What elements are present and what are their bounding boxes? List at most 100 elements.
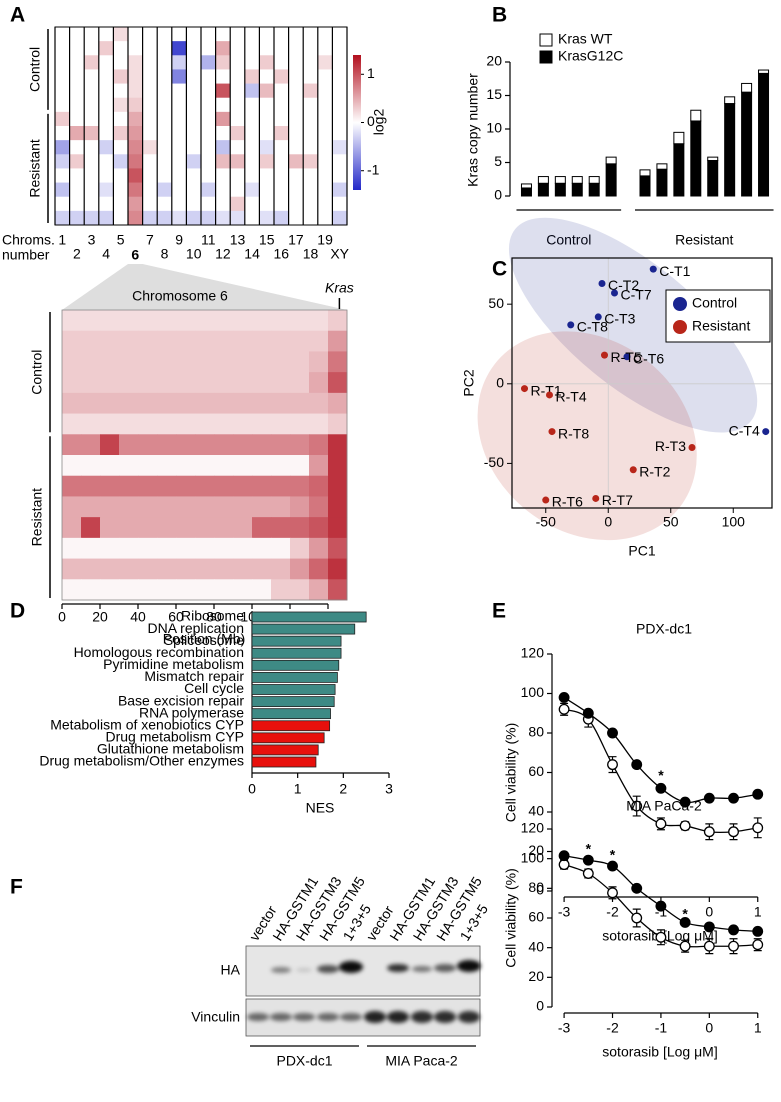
point: [558, 692, 570, 703]
track-cell: [176, 392, 196, 414]
track-cell: [252, 517, 272, 539]
track-cell: [328, 310, 348, 332]
point: [728, 792, 739, 804]
track-cell: [309, 392, 329, 414]
point: [607, 759, 618, 771]
point: [679, 940, 691, 952]
band: [434, 964, 456, 972]
chromosome-label: XY: [330, 246, 349, 262]
panel-label: A: [10, 4, 25, 27]
track-cell: [271, 434, 291, 456]
heatmap-cell: [303, 111, 319, 127]
colorbar-tick-label: -1: [367, 161, 380, 177]
bar: [251, 708, 331, 720]
x-tick-label: 1: [754, 904, 762, 920]
heatmap-cell: [303, 126, 319, 141]
heatmap-cell: [259, 210, 275, 226]
x-tick-label: 0: [705, 1020, 713, 1036]
bar-segment: [724, 103, 736, 197]
heatmap-cell: [215, 126, 231, 141]
track-cell: [157, 434, 177, 456]
heatmap-cell: [142, 168, 158, 183]
bar-segment: [554, 176, 566, 184]
track-cell: [233, 351, 253, 373]
heatmap-cell: [303, 210, 319, 226]
heatmap-cell: [201, 126, 216, 141]
bar-segment: [537, 182, 549, 197]
heatmap-cell: [69, 111, 85, 127]
track-cell: [138, 517, 158, 539]
y-tick-label: -50: [484, 454, 504, 470]
heatmap-cell: [230, 168, 246, 183]
heatmap-cell: [69, 126, 85, 141]
track-cell: [309, 372, 329, 394]
heatmap-cell: [332, 196, 348, 212]
bar-segment: [690, 120, 702, 197]
heatmap-cell: [128, 168, 143, 183]
track-cell: [176, 310, 196, 332]
heatmap-cell: [98, 69, 114, 84]
point: [582, 868, 594, 879]
x-tick-label: 60: [168, 609, 184, 625]
category-label: Mismatch repair: [144, 668, 244, 684]
y-axis-label: Kras copy number: [465, 73, 481, 187]
heatmap-cell: [84, 27, 100, 42]
heatmap-cell: [142, 196, 158, 212]
heatmap-cell: [186, 41, 202, 56]
heatmap-cell: [244, 154, 260, 169]
track-cell: [214, 496, 234, 518]
track-cell: [214, 475, 234, 497]
heatmap-cell: [288, 196, 304, 212]
bar-segment: [588, 182, 600, 197]
heatmap-cell: [288, 55, 304, 70]
band: [412, 966, 432, 972]
chromosome-label: 3: [88, 232, 96, 248]
bar: [251, 611, 367, 623]
track-cell: [252, 579, 272, 601]
heatmap-cell: [171, 196, 187, 212]
heatmap-cell: [171, 140, 187, 155]
heatmap-cell: [69, 27, 85, 42]
heatmap-cell: [274, 55, 289, 70]
category-label: Cell cycle: [184, 680, 244, 696]
track-cell: [328, 579, 348, 601]
x-tick-label: 50: [663, 514, 679, 530]
track-cell: [252, 392, 272, 414]
band: [458, 1011, 480, 1023]
heatmap-cell: [317, 154, 333, 169]
row-label: HA: [221, 962, 241, 978]
band: [364, 1011, 386, 1023]
y-tick-label: 5: [494, 153, 502, 169]
heatmap-cell: [332, 182, 348, 198]
heatmap-cell: [230, 126, 246, 141]
track-cell: [271, 392, 291, 414]
heatmap-cell: [201, 210, 216, 226]
track-cell: [290, 475, 310, 497]
heatmap-cell: [201, 182, 216, 198]
heatmap-cell: [113, 126, 129, 141]
track-cell: [195, 517, 215, 539]
heatmap-cell: [274, 83, 289, 99]
x-tick-label: -3: [558, 1020, 571, 1036]
track-cell: [176, 475, 196, 497]
heatmap-cell: [98, 168, 114, 183]
track-cell: [290, 434, 310, 456]
heatmap-cell: [142, 182, 158, 198]
band: [293, 1013, 315, 1021]
chromosome-label: 4: [102, 246, 110, 262]
track-cell: [195, 558, 215, 580]
point: [582, 707, 594, 719]
point-label: R-T5: [611, 349, 642, 365]
track-cell: [214, 579, 234, 601]
heatmap-cell: [317, 182, 333, 198]
heatmap-cell: [157, 69, 173, 84]
track-cell: [252, 434, 272, 456]
x-tick-label: 1: [294, 781, 302, 797]
heatmap-cell: [201, 154, 216, 169]
heatmap-cell: [128, 41, 143, 56]
heatmap-cell: [142, 69, 158, 84]
heatmap-cell: [332, 55, 348, 70]
heatmap-cell: [259, 140, 275, 155]
track-cell: [100, 392, 120, 414]
x-tick-label: 3: [385, 781, 393, 797]
